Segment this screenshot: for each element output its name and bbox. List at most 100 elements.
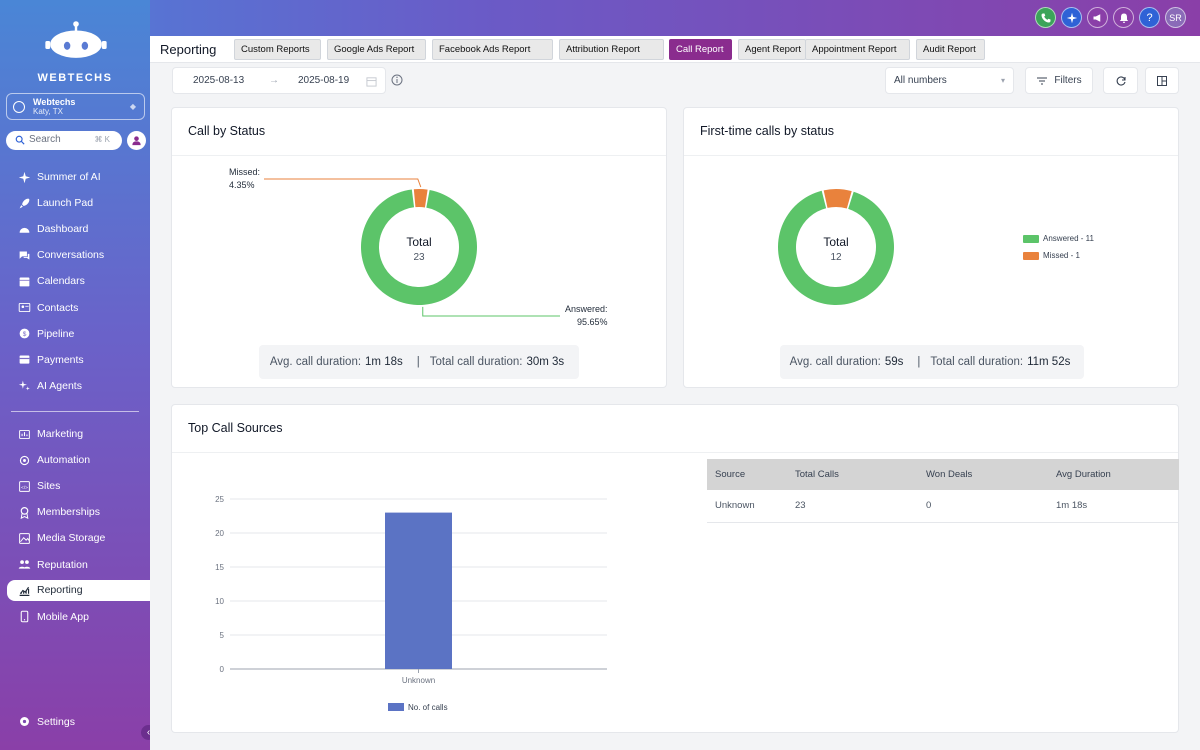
chevron-down-icon: ▾ <box>1000 76 1005 85</box>
sites-icon: </> <box>19 480 30 492</box>
answered-label: Answered: <box>565 304 608 314</box>
legend-answered: Answered - 11 <box>1023 234 1094 243</box>
top-call-sources-card: Top Call Sources 0 5 10 15 20 25 Unknown No. of… <box>171 404 1179 733</box>
tab-call-report[interactable]: Call Report <box>669 39 732 60</box>
avg-duration-value: 59s <box>884 356 904 368</box>
tab-facebook-ads-report[interactable]: Facebook Ads Report <box>432 39 553 60</box>
donut-slice-missed[interactable] <box>823 189 852 209</box>
sidebar-item-automation[interactable]: Automation <box>0 447 150 473</box>
y-tick-label: 0 <box>220 665 225 674</box>
donut-slice-answered[interactable] <box>361 189 477 305</box>
sidebar-item-calendars[interactable]: Calendars <box>0 268 150 294</box>
tab-appointment-report[interactable]: Appointment Report <box>805 39 910 60</box>
sparkle-icon[interactable] <box>1061 7 1082 28</box>
table-header-row: Source Total Calls Won Deals Avg Duratio… <box>707 459 1179 490</box>
bell-icon[interactable] <box>1113 7 1134 28</box>
sidebar-nav-primary: Summer of AI Launch Pad Dashboard Conversat… <box>0 164 150 399</box>
sidebar-item-label: Sites <box>37 480 61 493</box>
call-by-status-donut: Total 23 <box>264 178 560 317</box>
card-divider <box>684 155 1178 156</box>
sidebar-item-dashboard[interactable]: Dashboard <box>0 216 150 242</box>
megaphone-icon[interactable] <box>1087 7 1108 28</box>
sidebar-item-mobile-app[interactable]: Mobile App <box>0 604 150 630</box>
sidebar-item-sites[interactable]: </> Sites <box>0 473 150 499</box>
sidebar-item-marketing[interactable]: Marketing <box>0 421 150 447</box>
filters-label: Filters <box>1054 75 1082 86</box>
arrow-right-icon: → <box>269 75 279 86</box>
top-bar: ? SR <box>0 0 1200 36</box>
help-icon[interactable]: ? <box>1139 7 1160 28</box>
legend-swatch-answered <box>1023 234 1039 243</box>
sidebar-item-summer-of-ai[interactable]: Summer of AI <box>0 164 150 190</box>
sidebar-item-reputation[interactable]: Reputation <box>0 551 150 577</box>
sidebar-item-launch-pad[interactable]: Launch Pad <box>0 190 150 216</box>
number-select-value: All numbers <box>894 75 947 86</box>
answered-callout-line <box>422 306 560 317</box>
number-select[interactable]: All numbers ▾ <box>885 67 1014 94</box>
sidebar-item-memberships[interactable]: Memberships <box>0 499 150 525</box>
brand-name: WEBTECHS <box>37 72 113 84</box>
y-tick-label: 5 <box>220 631 225 640</box>
donut-slice-answered[interactable] <box>778 190 894 305</box>
top-call-sources-bar-chart: 0 5 10 15 20 25 Unknown No. of calls <box>215 495 607 712</box>
account-location: Katy, TX <box>33 107 63 116</box>
top-icons: ? SR <box>1035 7 1186 28</box>
refresh-button[interactable] <box>1103 67 1138 94</box>
cell-source: Unknown <box>707 490 787 523</box>
tab-google-ads-report[interactable]: Google Ads Report <box>327 39 426 60</box>
call-by-status-card: Call by Status Total 23 Missed: 4.35% Ans… <box>171 107 667 388</box>
y-tick-label: 25 <box>215 495 224 504</box>
tab-audit-report[interactable]: Audit Report <box>916 39 985 60</box>
table-row[interactable]: Unknown 23 0 1m 18s <box>707 490 1179 523</box>
account-name: Webtechs <box>33 97 76 107</box>
search-input[interactable]: Search ⌘ K <box>6 131 122 150</box>
tab-agent-report[interactable]: Agent Report <box>738 39 806 60</box>
layout-toggle-button[interactable] <box>1145 67 1179 94</box>
phone-icon[interactable] <box>1035 7 1056 28</box>
account-switcher[interactable]: Webtechs Katy, TX ◆ <box>6 93 145 120</box>
missed-percentage: 4.35% <box>229 180 255 190</box>
contacts-icon <box>18 302 31 313</box>
card-title: First-time calls by status <box>700 124 835 138</box>
pipeline-icon: $ <box>19 328 30 339</box>
sidebar-item-ai-agents[interactable]: AI Agents <box>0 373 150 399</box>
tab-attribution-report[interactable]: Attribution Report <box>559 39 664 60</box>
cell-avg-duration: 1m 18s <box>1048 490 1179 523</box>
sidebar-item-media-storage[interactable]: Media Storage <box>0 525 150 551</box>
call-duration-stats: Avg. call duration: 1m 18s | Total call … <box>259 345 579 379</box>
sidebar-item-settings[interactable]: Settings <box>18 715 75 728</box>
column-header-avg-duration: Avg Duration <box>1048 459 1179 490</box>
sidebar-item-label: Automation <box>37 454 91 467</box>
sidebar-item-pipeline[interactable]: $ Pipeline <box>0 321 150 347</box>
sidebar-item-contacts[interactable]: Contacts <box>0 294 150 320</box>
refresh-icon <box>1116 75 1126 86</box>
sidebar-item-conversations[interactable]: Conversations <box>0 242 150 268</box>
donut-total-label: Total <box>406 235 431 249</box>
first-time-calls-card: First-time calls by status Total 12 Answe… <box>683 107 1179 388</box>
card-title: Call by Status <box>188 124 266 138</box>
brand-logo: WEBTECHS <box>36 20 116 84</box>
date-range-picker[interactable]: 2025-08-13 → 2025-08-19 <box>172 67 386 94</box>
donut-slice-missed[interactable] <box>413 189 428 208</box>
tab-custom-reports[interactable]: Custom Reports <box>234 39 321 60</box>
stats-separator: | <box>416 356 420 368</box>
sidebar-item-label: Pipeline <box>37 327 75 340</box>
sidebar-item-payments[interactable]: Payments <box>0 347 150 373</box>
total-duration-value: 11m 52s <box>1027 356 1071 368</box>
chat-icon <box>19 251 30 260</box>
location-icon <box>13 101 25 113</box>
user-profile-icon[interactable] <box>127 131 146 150</box>
user-avatar[interactable]: SR <box>1165 7 1186 28</box>
filters-button[interactable]: Filters <box>1025 67 1093 94</box>
total-duration-label: Total call duration: <box>930 356 1024 368</box>
filter-icon <box>1037 77 1048 84</box>
bar-unknown[interactable] <box>385 512 452 669</box>
total-duration-label: Total call duration: <box>429 356 523 368</box>
sidebar-item-reporting[interactable]: Reporting <box>7 579 150 601</box>
chevron-icon: ◆ <box>129 102 136 111</box>
column-header-won-deals: Won Deals <box>918 459 1048 490</box>
donut-total-value: 23 <box>413 252 425 263</box>
avg-duration-value: 1m 18s <box>365 356 403 368</box>
info-icon[interactable] <box>391 74 403 86</box>
payments-icon <box>19 355 30 364</box>
